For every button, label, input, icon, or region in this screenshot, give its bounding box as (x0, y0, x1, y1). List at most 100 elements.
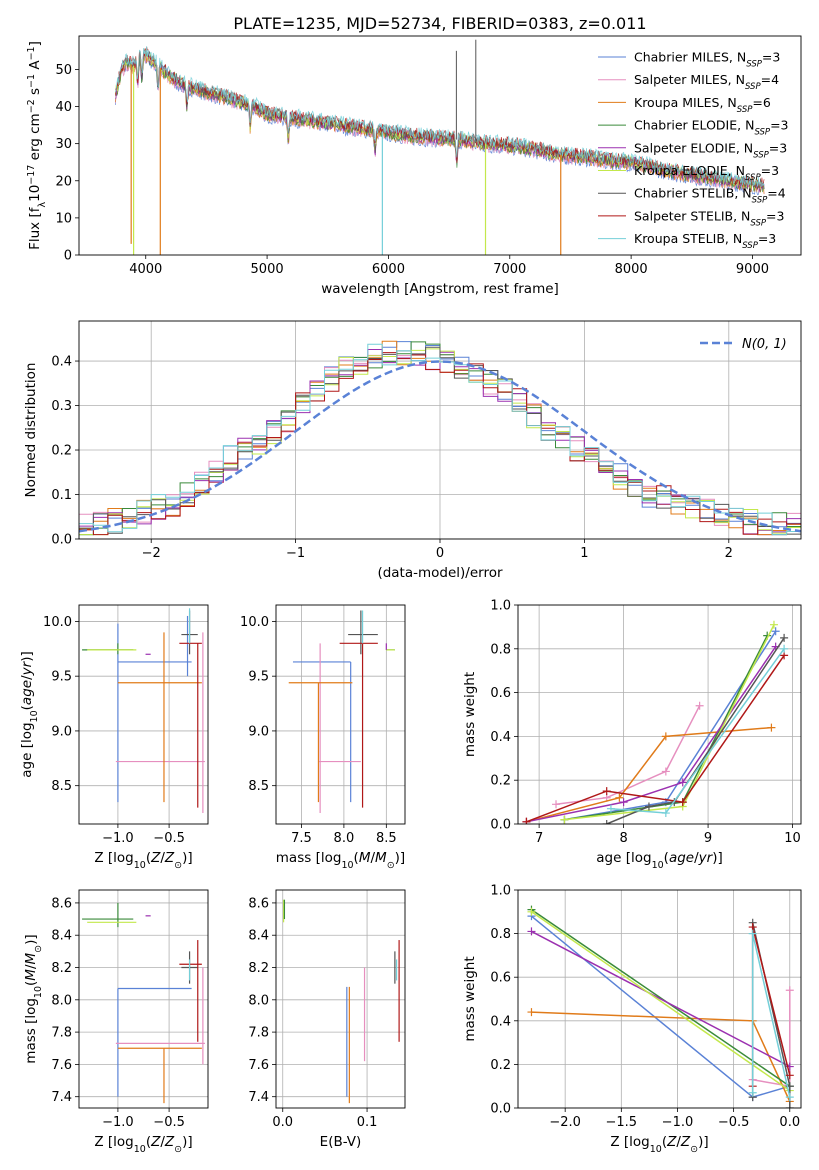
x-axis-label-part: )] (182, 850, 193, 866)
x-tick-label: 1 (580, 546, 588, 561)
x-axis-label-part: mass [ (276, 850, 321, 866)
y-axis-label-part: ( (23, 981, 39, 986)
plus-marker (522, 817, 531, 824)
mass-weight-line-kroupa-elodie (564, 624, 775, 821)
y-axis-label-part: M (23, 969, 39, 981)
x-axis-label-part: ⊙ (690, 1144, 698, 1155)
massweight_vs_Z-panel: −2.0 −1.5 −1.0 −0.5 0.0 0.0 0.2 0.4 0.6 0.8 1.0 Z [… (462, 884, 802, 1155)
legend-label-sub: SSP (753, 150, 769, 160)
y-axis-label-part: )] (23, 934, 39, 945)
legend-label-sub: SSP (742, 241, 758, 251)
mass-weight-line-chabrier-elodie (564, 635, 768, 821)
axes-frame (78, 320, 802, 540)
y-tick-label: 8.2 (248, 961, 269, 976)
mass-weight-line-chabrier-stelib (606, 637, 785, 824)
plus-marker (527, 1008, 536, 1017)
y-tick-label: 9.0 (248, 724, 269, 739)
y-tick-label: 0.8 (490, 927, 511, 942)
x-tick-label: 9000 (736, 262, 769, 277)
x-tick-label: 5000 (251, 262, 284, 277)
y-tick-label: 0.6 (490, 686, 511, 701)
plus-marker (602, 820, 611, 824)
x-axis-label-part: / (370, 850, 375, 866)
y-tick-label: 0.2 (490, 774, 511, 789)
y-axis-label-part: erg cm (27, 113, 43, 164)
plus-marker (785, 1104, 794, 1108)
x-tick-label: −0.5 (153, 831, 185, 846)
y-tick-label: 10.0 (43, 615, 72, 630)
legend-label-value: =3 (758, 231, 776, 246)
x-tick-label: −0.5 (153, 1115, 185, 1130)
legend-label: Salpeter MILES, NSSP=4 (634, 72, 779, 92)
x-axis-label: Z [log10(Z/Z⊙)] (94, 850, 192, 871)
legend-label-sub: SSP (750, 218, 766, 228)
spectrum-plot-area (115, 39, 765, 255)
y-axis-label-part: log (19, 722, 35, 743)
y-axis-label: mass weight (462, 956, 478, 1041)
y-tick-label: 7.6 (51, 1058, 72, 1073)
mass_vs_EBV-plot-area (276, 890, 405, 1108)
axes-frame (78, 604, 209, 825)
legend-label-name: Chabrier MILES, N (634, 50, 746, 65)
x-axis-label-part: 10 (652, 860, 664, 871)
y-axis-label-part: / (23, 964, 39, 969)
x-axis-label: mass [log10(M/M⊙)] (276, 850, 405, 871)
y-tick-label: 8.4 (51, 929, 72, 944)
legend-label-value: =6 (752, 95, 770, 110)
x-axis-label-part: 10 (341, 860, 353, 871)
legend-label-sub: SSP (746, 60, 762, 70)
x-axis-label-part: ( (662, 1134, 667, 1150)
y-axis-label-part: ( (19, 705, 35, 710)
x-tick-label: 0.1 (357, 1115, 378, 1130)
x-axis-label-part: Z (164, 850, 175, 866)
y-axis-label-part: −2 (26, 99, 37, 113)
x-tick-label: 8.0 (334, 831, 355, 846)
plus-marker (785, 1093, 794, 1102)
y-axis-label-part: Normed distribution (23, 363, 39, 498)
plus-marker (748, 1088, 757, 1097)
y-axis-label-part: s (27, 88, 43, 99)
mass-weight-line-salpeter-stelib (526, 654, 785, 823)
legend-label-sub: SSP (737, 105, 753, 115)
x-tick-label: −2.0 (549, 1115, 581, 1130)
legend-label-value: =3 (766, 208, 784, 223)
x-axis-label-part: wavelength [Angstrom, rest frame] (321, 281, 559, 297)
x-tick-label: 0 (436, 546, 444, 561)
y-axis-label: mass weight (462, 672, 478, 757)
legend-label-name: Kroupa MILES, N (634, 95, 737, 110)
age_vs_Z-panel: −1.0 −0.58.59.09.510.0Z [log10(Z/Z⊙)]age … (19, 604, 209, 871)
x-axis-label-part: age [ (596, 850, 631, 866)
y-tick-label: 0.0 (490, 1102, 511, 1117)
x-tick-label: 8 (619, 831, 627, 846)
x-axis-label-part: ( (664, 850, 669, 866)
x-axis-label-part: ( (354, 850, 359, 866)
plus-marker (615, 793, 624, 802)
age_vs_Z-plot-area (79, 605, 208, 824)
y-tick-label: 0.6 (490, 971, 511, 986)
legend-label: Chabrier ELODIE, NSSP=3 (634, 118, 789, 138)
y-tick-label: 0.4 (51, 355, 72, 370)
plus-marker (602, 787, 611, 796)
y-axis-label-part: −17 (26, 165, 37, 185)
y-axis-label-part: Flux [f (27, 206, 43, 250)
x-tick-label: −1.0 (102, 1115, 134, 1130)
y-axis-label: Flux [fλ10−17 erg cm−2 s−1 A−1] (26, 41, 48, 250)
y-tick-label: 9.5 (51, 670, 72, 685)
y-tick-label: 8.0 (51, 993, 72, 1008)
legend-label-value: =4 (767, 186, 785, 201)
y-tick-label: 8.4 (248, 929, 269, 944)
y-axis-label-part: −1 (26, 46, 37, 60)
y-tick-label: 0.0 (490, 818, 511, 833)
y-tick-label: 0.2 (51, 444, 72, 459)
x-axis-label-part: Z (150, 850, 161, 866)
x-tick-label: 7000 (493, 262, 526, 277)
x-axis-label-part: 10 (134, 1144, 146, 1155)
plus-marker (780, 644, 789, 653)
y-tick-label: 0.4 (490, 1014, 511, 1029)
y-tick-label: 0.8 (490, 642, 511, 657)
massweight_vs_age-plot-area (518, 605, 801, 824)
y-tick-label: 0.4 (490, 730, 511, 745)
legend-label-name: Chabrier STELIB, N (634, 186, 752, 201)
plot-layer: 4000 5000 6000 7000 8000 900001020304050wavel… (19, 35, 802, 1155)
